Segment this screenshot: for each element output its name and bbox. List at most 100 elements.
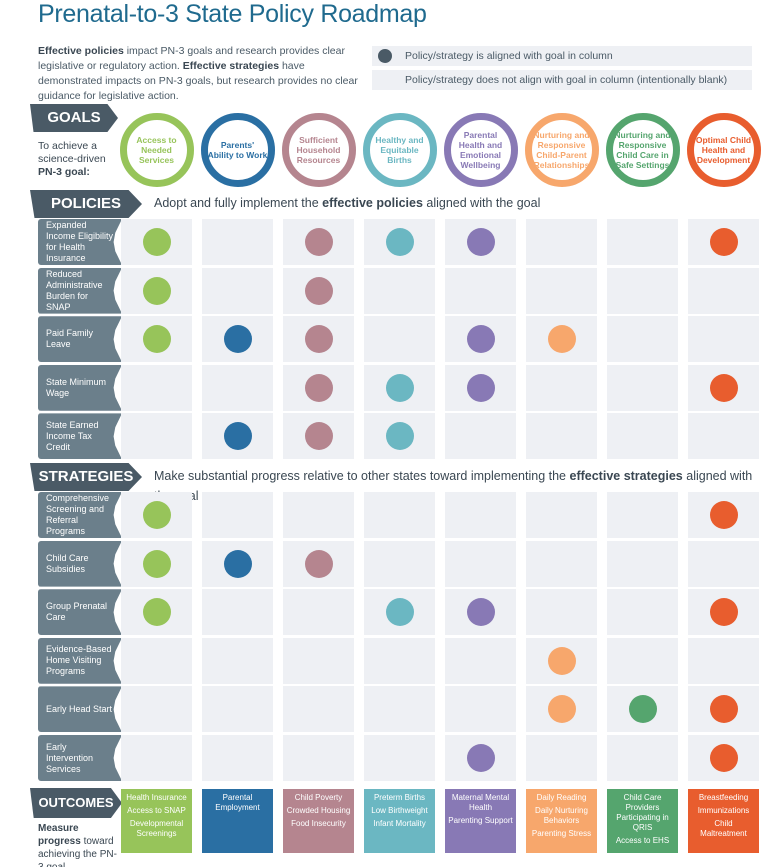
goal-circle: Nurturing and Responsive Child-Parent Re… bbox=[524, 113, 599, 187]
goals-banner: GOALS bbox=[30, 104, 118, 132]
matrix-cell bbox=[445, 686, 516, 733]
outcome-item: Parenting Support bbox=[448, 816, 513, 825]
outcome-item: Maternal Mental Health bbox=[451, 793, 510, 812]
outcome-box: Child Care Providers Participating in QR… bbox=[607, 789, 678, 853]
matrix-cell bbox=[283, 267, 354, 314]
outcome-item: Parental Employment bbox=[215, 793, 260, 812]
alignment-dot bbox=[223, 325, 252, 354]
alignment-dot bbox=[709, 598, 738, 627]
matrix-cell bbox=[364, 637, 435, 684]
matrix-cell bbox=[202, 219, 273, 265]
matrix-cell bbox=[607, 492, 678, 538]
matrix-cell bbox=[202, 413, 273, 460]
outcome-item: Child Poverty bbox=[294, 793, 343, 802]
matrix-cell bbox=[202, 267, 273, 314]
alignment-dot bbox=[628, 695, 657, 724]
alignment-dot bbox=[142, 228, 171, 256]
alignment-dot bbox=[304, 228, 333, 256]
matrix-cell bbox=[445, 492, 516, 538]
matrix-cell bbox=[526, 637, 597, 684]
matrix-cell bbox=[283, 686, 354, 733]
alignment-dot bbox=[466, 325, 495, 354]
matrix-cell bbox=[364, 589, 435, 636]
matrix-cell bbox=[607, 267, 678, 314]
outcome-item: Infant Mortality bbox=[373, 819, 426, 828]
matrix-cell bbox=[688, 413, 759, 460]
matrix-cell bbox=[688, 364, 759, 411]
matrix-cell bbox=[526, 413, 597, 460]
matrix-cell bbox=[121, 492, 192, 538]
matrix-cell bbox=[607, 364, 678, 411]
goals-caption-text: To achieve a science-driven bbox=[38, 140, 106, 165]
alignment-dot bbox=[385, 228, 414, 256]
row-label: Early Intervention Services bbox=[38, 735, 122, 781]
matrix-cell bbox=[526, 219, 597, 265]
strategies-sub-text: Make substantial progress relative to ot… bbox=[154, 469, 570, 483]
outcome-item: Access to SNAP bbox=[127, 806, 186, 815]
matrix-cell bbox=[445, 413, 516, 460]
outcome-item: Crowded Housing bbox=[286, 806, 351, 815]
matrix-cell bbox=[526, 589, 597, 636]
alignment-dot bbox=[304, 422, 333, 451]
matrix-cell bbox=[202, 589, 273, 636]
outcome-item: Immunizations bbox=[697, 806, 750, 815]
outcome-item: Preterm Births bbox=[373, 793, 426, 802]
matrix-cell bbox=[445, 364, 516, 411]
alignment-dot bbox=[709, 501, 738, 529]
outcome-item: Food Insecurity bbox=[291, 819, 346, 828]
intro-text: Effective policies impact PN-3 goals and… bbox=[38, 44, 358, 104]
matrix-cell bbox=[121, 540, 192, 587]
alignment-dot bbox=[142, 276, 171, 305]
matrix-cell bbox=[526, 492, 597, 538]
matrix-cell bbox=[445, 316, 516, 363]
outcomes-caption-bold: Measure progress bbox=[38, 823, 81, 847]
goal-circle: Nurturing and Responsive Child Care in S… bbox=[605, 113, 680, 187]
matrix-cell bbox=[526, 686, 597, 733]
goal-circle: Healthy and Equitable Births bbox=[362, 113, 437, 187]
legend-aligned-label: Policy/strategy is aligned with goal in … bbox=[405, 50, 613, 62]
row-label: Evidence-Based Home Visiting Programs bbox=[38, 637, 122, 684]
alignment-dot bbox=[709, 228, 738, 256]
alignment-dot bbox=[466, 598, 495, 627]
matrix-cell bbox=[121, 364, 192, 411]
alignment-dot bbox=[709, 373, 738, 402]
outcome-box: Daily Reading Daily Nurturing Behaviors Pa… bbox=[526, 789, 597, 853]
row-label: Expanded Income Eligibility for Health I… bbox=[38, 219, 122, 265]
matrix-cell bbox=[364, 267, 435, 314]
page-title: Prenatal-to-3 State Policy Roadmap bbox=[38, 0, 427, 28]
matrix-cell bbox=[526, 364, 597, 411]
matrix-cell bbox=[364, 492, 435, 538]
matrix-cell bbox=[526, 267, 597, 314]
outcome-item: Daily Reading bbox=[536, 793, 587, 802]
alignment-dot bbox=[223, 549, 252, 578]
matrix-cell bbox=[607, 413, 678, 460]
strategies-sub-bold: effective strategies bbox=[569, 469, 683, 483]
policies-subheading: Adopt and fully implement the effective … bbox=[154, 193, 540, 213]
matrix-cell bbox=[526, 735, 597, 781]
matrix-cell bbox=[688, 219, 759, 265]
matrix-cell bbox=[607, 735, 678, 781]
row-label: State Minimum Wage bbox=[38, 364, 122, 411]
matrix-cell bbox=[526, 540, 597, 587]
outcome-item: Health Insurance bbox=[126, 793, 187, 802]
goals-caption: To achieve a science-driven PN-3 goal: bbox=[38, 140, 118, 179]
policies-sub-text: Adopt and fully implement the bbox=[154, 196, 323, 210]
matrix-cell bbox=[364, 413, 435, 460]
outcome-box: Child Poverty Crowded Housing Food Insecur… bbox=[283, 789, 354, 853]
outcome-item: Daily Nurturing Behaviors bbox=[535, 806, 588, 825]
outcome-box: Preterm Births Low Birthweight Infant Mort… bbox=[364, 789, 435, 853]
row-label: Reduced Administrative Burden for SNAP bbox=[38, 267, 122, 314]
intro-text-1: impact PN-3 goals and research provides … bbox=[38, 45, 345, 72]
goals-caption-bold: PN-3 goal: bbox=[38, 166, 90, 178]
goal-circle: Parents' Ability to Work bbox=[200, 113, 275, 187]
matrix-cell bbox=[202, 316, 273, 363]
alignment-dot bbox=[385, 422, 414, 451]
matrix-cell bbox=[364, 540, 435, 587]
matrix-cell bbox=[688, 637, 759, 684]
matrix-cell bbox=[688, 589, 759, 636]
alignment-dot bbox=[547, 646, 576, 675]
alignment-dot bbox=[304, 325, 333, 354]
outcome-box: Health Insurance Access to SNAP Developmen… bbox=[121, 789, 192, 853]
matrix-cell bbox=[607, 219, 678, 265]
matrix-cell bbox=[364, 316, 435, 363]
